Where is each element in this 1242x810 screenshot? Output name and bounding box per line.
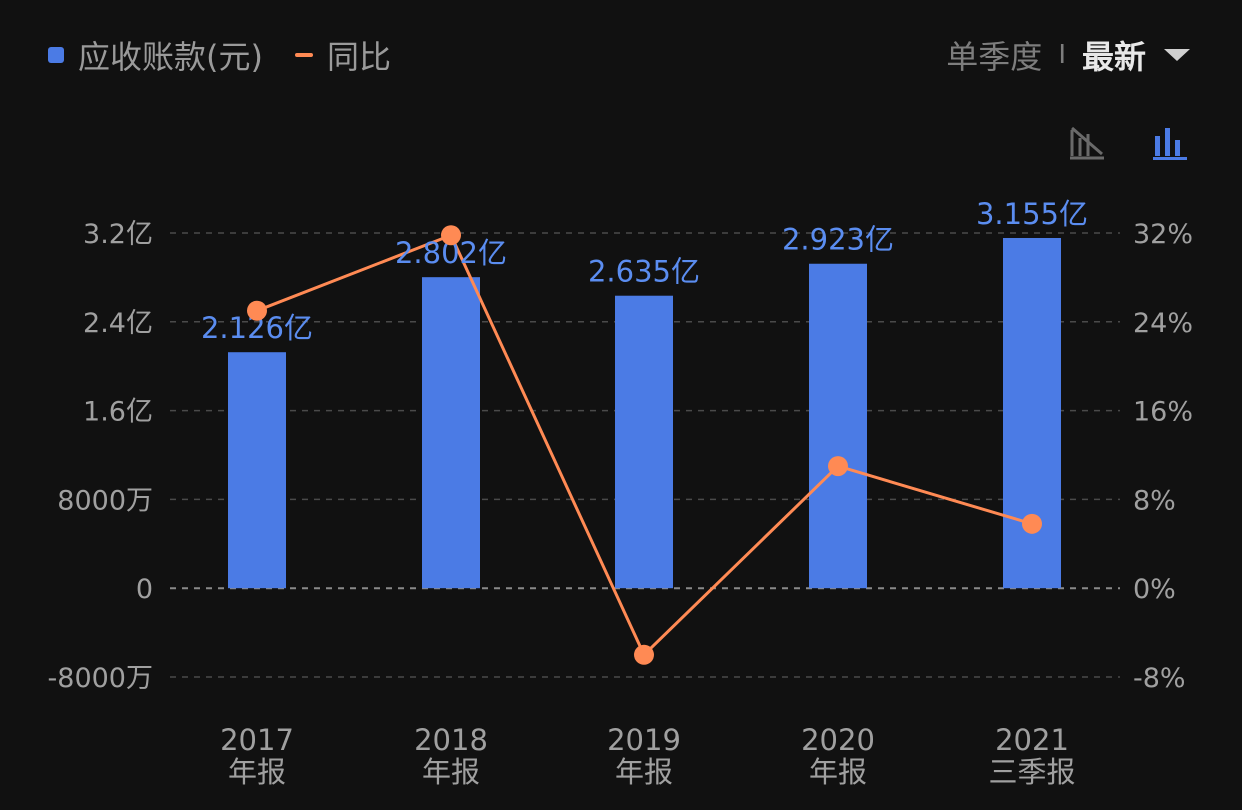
yoy-point bbox=[1022, 513, 1042, 534]
bar-data-label: 2.635亿 bbox=[588, 255, 700, 289]
bar bbox=[228, 352, 286, 589]
x-axis-tick-label: 2020 bbox=[801, 723, 875, 757]
period-option-latest[interactable]: 最新 bbox=[1081, 38, 1146, 76]
x-axis-tick-label: 年报 bbox=[228, 755, 286, 789]
left-axis-tick-label: -8000万 bbox=[48, 663, 153, 694]
bar bbox=[615, 295, 673, 589]
right-axis-tick-label: 24% bbox=[1133, 308, 1193, 339]
left-axis-tick-label: 0 bbox=[136, 574, 153, 605]
x-axis-tick-label: 年报 bbox=[809, 755, 867, 789]
chevron-down-icon[interactable] bbox=[1164, 49, 1190, 61]
yoy-point bbox=[634, 644, 654, 665]
bar bbox=[1003, 237, 1061, 589]
bar-chart-icon[interactable] bbox=[1150, 122, 1190, 162]
chart-legend: 应收账款(元) 同比 bbox=[48, 30, 423, 80]
legend-item-yoy[interactable]: 同比 bbox=[294, 32, 391, 78]
left-axis-tick-label: 2.4亿 bbox=[83, 308, 153, 339]
yoy-point bbox=[828, 456, 848, 477]
x-axis-tick-label: 三季报 bbox=[988, 755, 1075, 789]
legend-item-receivables[interactable]: 应收账款(元) bbox=[48, 32, 263, 78]
bar-data-label: 2.923亿 bbox=[782, 223, 894, 257]
legend-yoy-label: 同比 bbox=[326, 38, 391, 76]
x-axis-tick-label: 2018 bbox=[414, 723, 488, 757]
x-axis-tick-label: 2017 bbox=[220, 723, 294, 757]
left-axis-tick-label: 3.2亿 bbox=[83, 219, 153, 250]
right-axis-tick-label: 8% bbox=[1133, 485, 1176, 516]
bar-data-label: 3.155亿 bbox=[976, 197, 1088, 231]
legend-receivables-label: 应收账款(元) bbox=[78, 38, 263, 76]
right-axis-tick-label: 0% bbox=[1133, 574, 1176, 605]
period-option-single-quarter[interactable]: 单季度 bbox=[946, 38, 1043, 76]
left-axis-tick-label: 1.6亿 bbox=[83, 397, 153, 428]
period-divider: I bbox=[1058, 40, 1066, 70]
legend-bar-swatch bbox=[48, 47, 64, 63]
period-switch: 单季度 I 最新 bbox=[946, 30, 1190, 80]
right-axis-tick-label: -8% bbox=[1133, 663, 1186, 694]
left-axis-tick-label: 8000万 bbox=[57, 485, 153, 516]
bar bbox=[422, 277, 480, 589]
yoy-point bbox=[441, 225, 461, 246]
x-axis-tick-label: 年报 bbox=[615, 755, 673, 789]
bar bbox=[809, 263, 867, 589]
right-axis-tick-label: 16% bbox=[1133, 397, 1193, 428]
x-axis-tick-label: 2021 bbox=[995, 723, 1069, 757]
line-chart-disabled-icon[interactable] bbox=[1066, 122, 1106, 162]
right-axis-tick-label: 32% bbox=[1133, 219, 1193, 250]
x-axis-tick-label: 2019 bbox=[607, 723, 681, 757]
x-axis-tick-label: 年报 bbox=[422, 755, 480, 789]
legend-line-swatch bbox=[294, 53, 313, 57]
yoy-point bbox=[247, 300, 267, 321]
